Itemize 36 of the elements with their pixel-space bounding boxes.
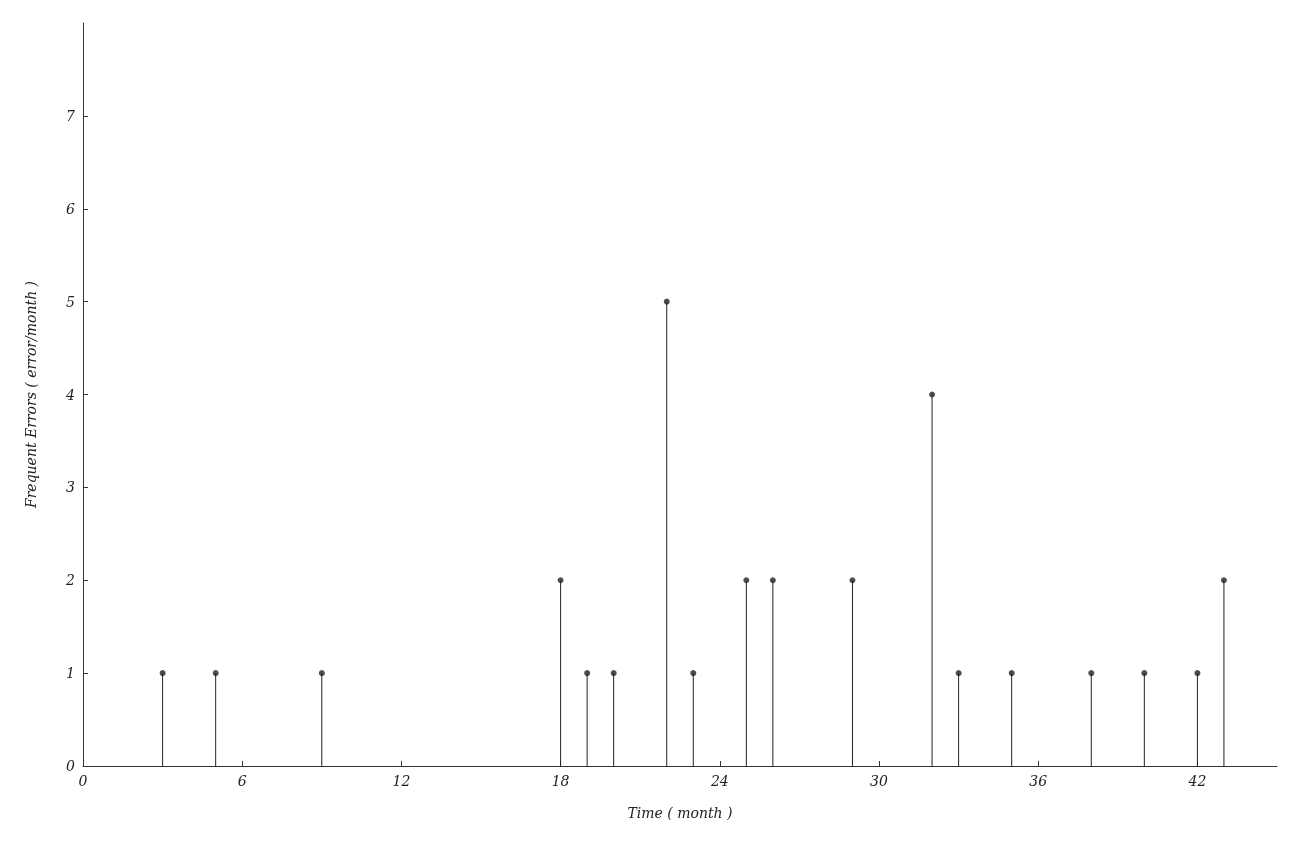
- x-tick-label: 18: [551, 773, 570, 789]
- point: [743, 577, 750, 584]
- point: [1141, 670, 1148, 677]
- point: [955, 670, 962, 677]
- y-tick-label: 4: [65, 386, 75, 403]
- point: [212, 670, 219, 677]
- point: [690, 670, 697, 677]
- y-axis-title: Frequent Errors ( error/month ): [23, 280, 39, 510]
- y-tick-label: 3: [66, 479, 76, 496]
- y-tick-label: 6: [66, 200, 76, 217]
- x-tick-label: 6: [237, 773, 247, 789]
- point: [557, 577, 564, 584]
- point: [849, 577, 856, 584]
- x-tick-label: 12: [392, 773, 411, 789]
- x-tick-label: 24: [709, 773, 729, 789]
- point: [929, 391, 936, 398]
- point: [1008, 670, 1015, 677]
- x-tick-label: 42: [1187, 773, 1207, 789]
- point: [159, 670, 166, 677]
- point: [610, 670, 617, 677]
- y-tick-label: 2: [65, 572, 76, 589]
- x-axis-title: Time ( month ): [627, 805, 733, 821]
- x-tick-label: 30: [870, 773, 888, 789]
- point: [769, 577, 776, 584]
- point: [584, 670, 591, 677]
- y-tick-label: 5: [66, 293, 76, 310]
- y-tick-label: 7: [66, 107, 76, 124]
- x-tick-label: 36: [1029, 773, 1048, 789]
- point: [1220, 577, 1227, 584]
- point: [318, 670, 325, 677]
- point: [663, 298, 670, 305]
- y-tick-label: 0: [66, 758, 76, 774]
- x-tick-label: 0: [78, 773, 88, 789]
- y-tick-label: 1: [66, 665, 75, 682]
- point: [1194, 670, 1201, 677]
- point: [1088, 670, 1095, 677]
